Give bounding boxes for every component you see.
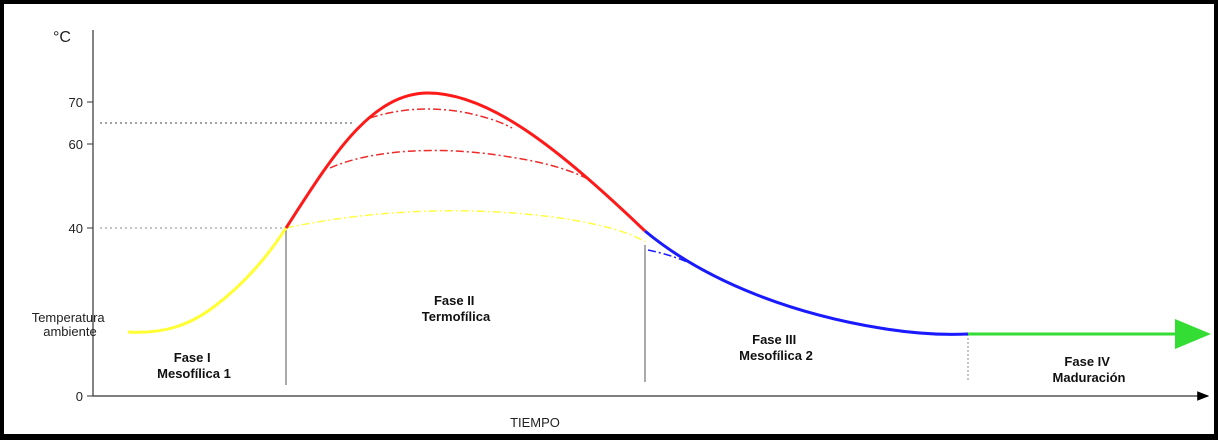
ambient-label-line-1: Temperatura bbox=[32, 310, 106, 325]
curve-fase-iii bbox=[644, 229, 969, 336]
x-axis-label: TIEMPO bbox=[510, 415, 560, 430]
y-tick-label-0: 0 bbox=[76, 389, 83, 404]
curve-alt-yellow bbox=[285, 210, 646, 243]
phase-1-type: Mesofílica 1 bbox=[157, 366, 231, 381]
curve-alt-red-62 bbox=[369, 108, 513, 129]
y-tick-label-40: 40 bbox=[69, 221, 83, 236]
y-tick-label-70: 70 bbox=[69, 95, 83, 110]
phase-4-type: Maduración bbox=[1053, 370, 1126, 385]
phase-label-fase-4: Fase IV Maduración bbox=[1053, 354, 1126, 385]
curve-alt-blue bbox=[647, 249, 713, 275]
phase-2-name: Fase II bbox=[434, 293, 474, 308]
curve-fase-ii bbox=[284, 91, 647, 233]
y-ticks: 0 40 60 70 bbox=[69, 95, 93, 404]
phase-4-name: Fase IV bbox=[1064, 354, 1110, 369]
curve-alt-red-55 bbox=[329, 149, 591, 181]
phase-1-name: Fase I bbox=[174, 350, 211, 365]
phase-label-fase-3: Fase III Mesofílica 2 bbox=[739, 332, 813, 363]
phase-2-type: Termofílica bbox=[422, 309, 491, 324]
ambient-label-line-2: ambiente bbox=[43, 324, 96, 339]
ambient-temperature-label: Temperatura ambiente bbox=[32, 310, 109, 339]
phase-label-fase-1: Fase I Mesofílica 1 bbox=[157, 350, 231, 381]
y-tick-label-60: 60 bbox=[69, 137, 83, 152]
phase-3-name: Fase III bbox=[752, 332, 796, 347]
y-unit-label: °C bbox=[53, 29, 71, 46]
curve-fase-i bbox=[127, 227, 288, 334]
phase-label-fase-2: Fase II Termofílica bbox=[422, 293, 491, 324]
phase-3-type: Mesofílica 2 bbox=[739, 348, 813, 363]
